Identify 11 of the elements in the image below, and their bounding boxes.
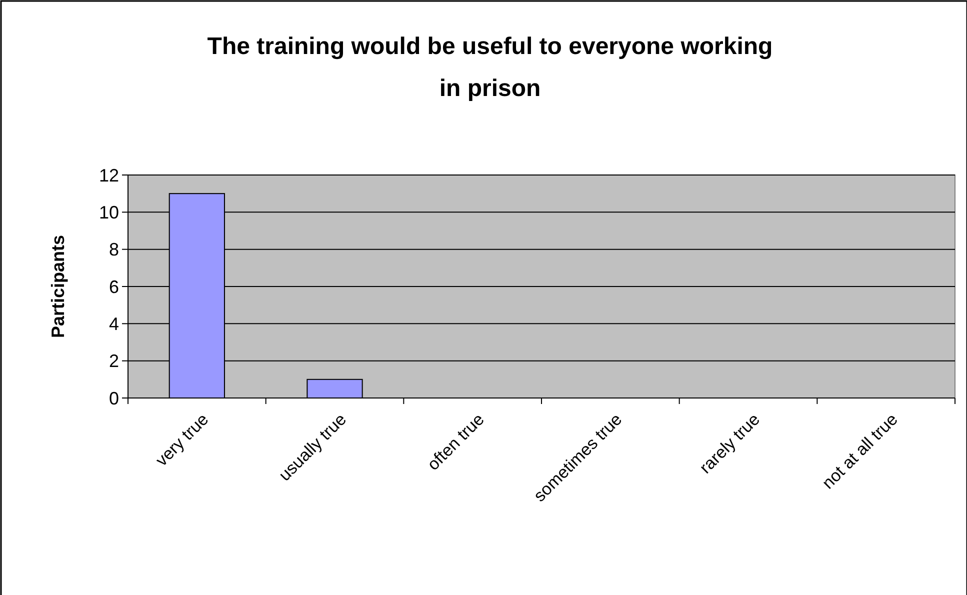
y-tick-label: 12 [98, 165, 119, 186]
y-tick-label: 10 [98, 202, 119, 222]
x-tick-label: not at all true [818, 410, 902, 493]
y-axis-title: Participants [48, 234, 68, 338]
y-tick-label: 2 [108, 351, 119, 372]
y-tick-label: 0 [108, 388, 119, 408]
y-tick-label: 6 [108, 276, 119, 297]
chart-title: The training would be useful to everyone working in prison [207, 33, 773, 102]
y-tick-label: 8 [108, 240, 119, 260]
y-tick-label: 4 [108, 314, 119, 334]
x-tick-label: very true [152, 410, 212, 470]
